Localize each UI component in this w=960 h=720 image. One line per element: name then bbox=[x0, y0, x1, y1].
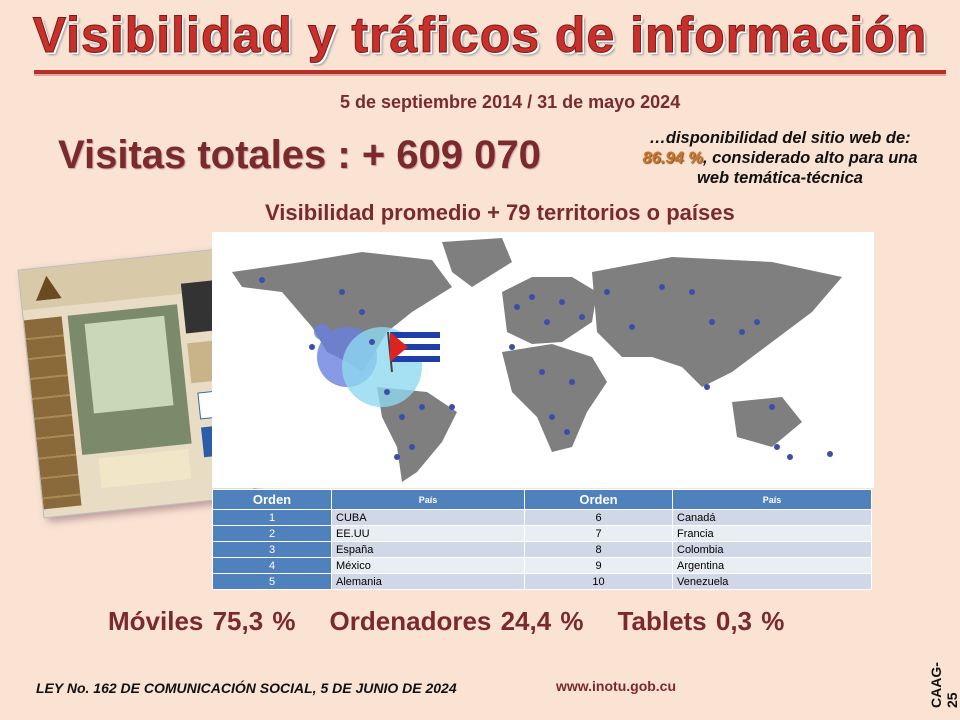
country-cell: Colombia bbox=[672, 541, 872, 558]
country-cell: Argentina bbox=[672, 557, 872, 574]
desktop-stat: Ordenadores 24,4 % bbox=[329, 606, 584, 636]
country-cell: Alemania bbox=[331, 573, 525, 590]
visitor-markers bbox=[259, 277, 833, 460]
country-cell: Canadá bbox=[672, 509, 872, 526]
availability-prefix: …disponibilidad del sitio web de: bbox=[649, 129, 911, 147]
table-row: 4 México 9 Argentina bbox=[212, 557, 872, 574]
country-cell: EE.UU bbox=[331, 525, 525, 542]
order-cell: 2 bbox=[212, 525, 332, 542]
table-header-row: Orden País Orden País bbox=[212, 489, 872, 510]
order-cell: 3 bbox=[212, 541, 332, 558]
header-order: Orden bbox=[524, 489, 673, 510]
region-highlight-us bbox=[314, 324, 330, 340]
order-cell: 1 bbox=[212, 509, 332, 526]
cuba-flag-icon bbox=[387, 331, 440, 373]
header-country: País bbox=[331, 489, 525, 510]
availability-suffix: , considerado alto para una web temática… bbox=[697, 149, 918, 187]
law-footer: LEY No. 162 DE COMUNICACIÓN SOCIAL, 5 DE… bbox=[36, 680, 457, 696]
date-range: 5 de septiembre 2014 / 31 de mayo 2024 bbox=[340, 92, 681, 112]
australia bbox=[732, 397, 802, 447]
website-link[interactable]: www.inotu.gob.cu bbox=[556, 678, 677, 694]
title-underline bbox=[34, 70, 946, 74]
slide-title: Visibilidad y tráficos de información bbox=[32, 7, 928, 64]
table-row: 5 Alemania 10 Venezuela bbox=[212, 573, 872, 590]
country-cell: México bbox=[331, 557, 525, 574]
tablet-stat: Tablets 0,3 % bbox=[617, 606, 785, 636]
total-visits: Visitas totales : + 609 070 bbox=[58, 133, 541, 177]
table-row: 1 CUBA 6 Canadá bbox=[212, 509, 872, 526]
order-cell: 5 bbox=[212, 573, 332, 590]
country-cell: España bbox=[331, 541, 525, 558]
table-row: 2 EE.UU 7 Francia bbox=[212, 525, 872, 542]
order-cell: 8 bbox=[524, 541, 673, 558]
asia bbox=[592, 257, 842, 387]
world-map bbox=[212, 232, 874, 488]
mobile-stat: Móviles 75,3 % bbox=[108, 606, 296, 636]
continents bbox=[232, 238, 842, 482]
order-cell: 6 bbox=[524, 509, 673, 526]
header-order: Orden bbox=[212, 489, 332, 510]
slide-code: CAAG-25 bbox=[928, 662, 960, 708]
europe bbox=[502, 277, 597, 344]
greenland bbox=[442, 238, 512, 287]
availability-value: 86.94 % bbox=[642, 149, 703, 167]
availability-note: …disponibilidad del sitio web de: 86.94 … bbox=[630, 128, 930, 188]
header-country: País bbox=[672, 489, 872, 510]
africa bbox=[502, 344, 607, 452]
north-america bbox=[232, 252, 452, 372]
country-cell: Venezuela bbox=[672, 573, 872, 590]
order-cell: 10 bbox=[524, 573, 673, 590]
south-america bbox=[377, 387, 457, 482]
visibility-heading: Visibilidad promedio + 79 territorios o … bbox=[265, 200, 735, 225]
country-cell: Francia bbox=[672, 525, 872, 542]
top-countries-table: Orden País Orden País 1 CUBA 6 Canadá 2 EE.UU… bbox=[212, 489, 872, 590]
order-cell: 9 bbox=[524, 557, 673, 574]
order-cell: 7 bbox=[524, 525, 673, 542]
order-cell: 4 bbox=[212, 557, 332, 574]
table-row: 3 España 8 Colombia bbox=[212, 541, 872, 558]
country-cell: CUBA bbox=[331, 509, 525, 526]
device-stats: Móviles 75,3 % Ordenadores 24,4 % Tablets … bbox=[108, 606, 818, 637]
